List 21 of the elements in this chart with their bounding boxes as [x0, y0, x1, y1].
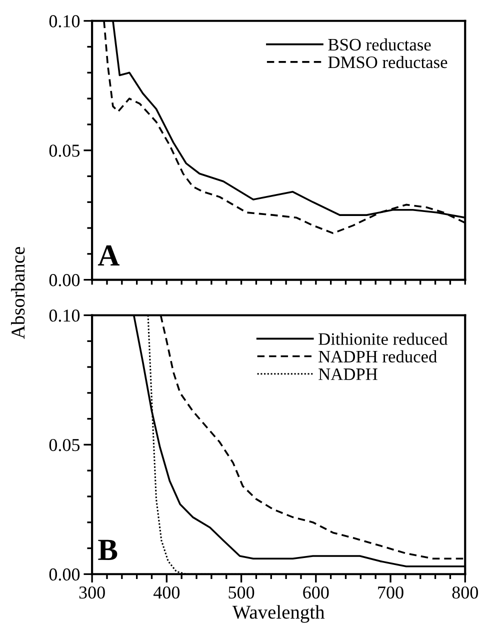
- x-tick-label: 500: [228, 586, 254, 599]
- y-tick-label: 0.05: [49, 438, 80, 452]
- y-tick-label: 0.10: [49, 309, 80, 322]
- x-axis-title: Wavelength: [232, 605, 325, 623]
- x-tick-label: 700: [378, 586, 404, 599]
- y-axis-title: Absorbance: [11, 246, 25, 339]
- annotation: B: [98, 540, 118, 560]
- x-tick-label: 600: [303, 586, 329, 599]
- legend-label: DMSO reductase: [328, 56, 448, 68]
- legend-label: NADPH reduced: [318, 350, 437, 363]
- y-tick-label: 0.10: [49, 15, 80, 28]
- annotation: A: [98, 245, 120, 266]
- x-tick-label: 800: [452, 586, 478, 599]
- y-tick-label: 0.00: [49, 568, 80, 581]
- y-tick-label: 0.05: [49, 144, 80, 157]
- legend-label: Dithionite reduced: [318, 332, 448, 345]
- legend-label: NADPH: [318, 368, 378, 380]
- y-tick-label: 0.00: [49, 274, 80, 286]
- x-tick-label: 300: [79, 586, 105, 599]
- legend-label: BSO reductase: [328, 38, 431, 51]
- x-tick-label: 400: [153, 586, 180, 599]
